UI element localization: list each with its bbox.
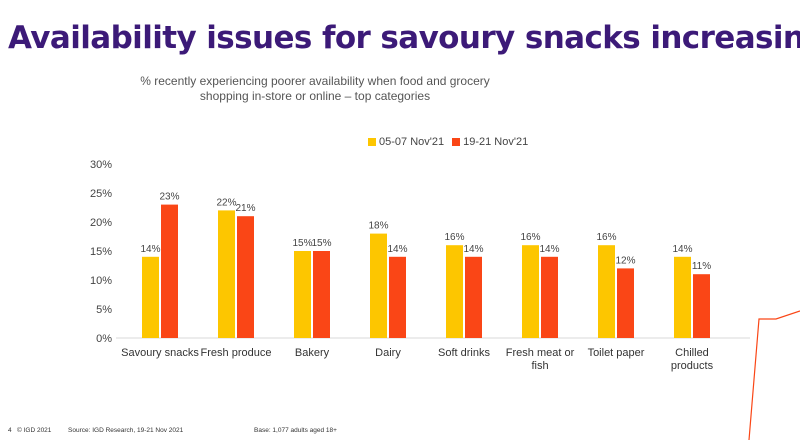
bar-series-2 <box>313 251 330 338</box>
category-label: Soft drinks <box>438 347 490 359</box>
data-label: 14% <box>672 244 692 255</box>
legend-label-series-2: 19-21 Nov'21 <box>463 136 529 148</box>
data-label: 15% <box>292 238 312 249</box>
data-label: 23% <box>159 192 179 203</box>
bar-series-1 <box>522 245 539 338</box>
category-label: Dairy <box>375 347 401 359</box>
y-tick-label: 20% <box>90 217 112 229</box>
bar-series-2 <box>693 274 710 338</box>
category-label: fish <box>531 360 548 372</box>
bar-series-1 <box>598 245 615 338</box>
data-label: 14% <box>140 244 160 255</box>
bar-series-1 <box>674 256 691 338</box>
data-label: 18% <box>368 221 388 232</box>
bar-series-1 <box>446 245 463 338</box>
data-label: 11% <box>692 261 711 272</box>
legend-item-series-2: 19-21 Nov'21 <box>452 136 528 148</box>
y-tick-label: 5% <box>96 304 112 316</box>
data-label: 16% <box>596 232 616 243</box>
category-label: products <box>671 360 714 372</box>
legend-item-series-1: 05-07 Nov'21 <box>368 136 444 148</box>
category-label: Bakery <box>295 347 330 359</box>
category-label: Savoury snacks <box>121 347 199 359</box>
bar-series-2 <box>161 204 178 338</box>
bar-series-2 <box>617 268 634 338</box>
decorative-accent-line <box>748 310 800 440</box>
bar-series-1 <box>294 251 311 338</box>
data-label: 14% <box>387 244 407 255</box>
bar-series-1 <box>142 256 159 338</box>
data-label: 12% <box>615 255 635 266</box>
category-label: Fresh meat or <box>506 347 575 359</box>
legend-swatch-series-1 <box>368 138 376 146</box>
footer-page-number: 4 <box>8 427 12 434</box>
footer-base: Base: 1,077 adults aged 18+ <box>254 427 337 434</box>
bar-series-1 <box>370 233 387 338</box>
legend-swatch-series-2 <box>452 138 461 146</box>
category-label: Fresh produce <box>201 347 272 359</box>
legend-label-series-1: 05-07 Nov'21 <box>379 136 445 148</box>
data-label: 15% <box>311 238 331 249</box>
bar-series-1 <box>218 210 235 338</box>
chart-legend: 05-07 Nov'21 19-21 Nov'21 <box>368 136 528 148</box>
footer-source: Source: IGD Research, 19-21 Nov 2021 <box>68 427 184 434</box>
y-tick-label: 25% <box>90 188 112 200</box>
bar-series-2 <box>541 256 558 338</box>
data-label: 14% <box>539 244 559 255</box>
category-label: Toilet paper <box>588 347 645 359</box>
bar-series-2 <box>237 216 254 338</box>
data-label: 22% <box>216 197 236 208</box>
y-tick-label: 0% <box>96 333 112 345</box>
chart-subtitle: % recently experiencing poorer availabil… <box>140 74 490 103</box>
y-tick-label: 15% <box>90 246 112 258</box>
slide-title: Availability issues for savoury snacks i… <box>8 20 800 56</box>
data-label: 16% <box>444 232 464 243</box>
data-label: 16% <box>520 232 540 243</box>
footer-copyright: © IGD 2021 <box>17 427 52 434</box>
data-label: 14% <box>463 244 483 255</box>
y-tick-label: 10% <box>90 275 112 287</box>
data-label: 21% <box>235 203 255 214</box>
bar-series-2 <box>465 256 482 338</box>
category-label: Chilled <box>675 347 709 359</box>
y-tick-label: 30% <box>90 159 112 171</box>
bar-series-2 <box>389 256 406 338</box>
